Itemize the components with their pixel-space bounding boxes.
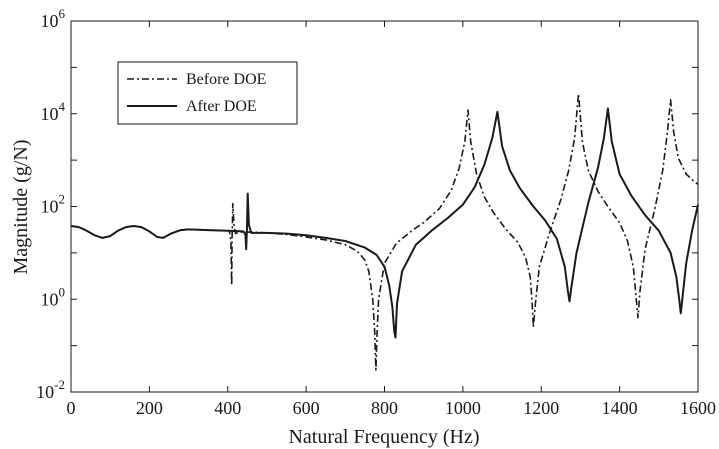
x-tick-label: 600	[293, 398, 320, 418]
y-tick-base: 10	[36, 382, 54, 402]
x-tick-labels: 0 200 400 600 800 1000 1200 1400 1600	[67, 398, 717, 418]
series-layer	[70, 92, 699, 371]
x-tick-label: 800	[371, 398, 398, 418]
y-tick-label: 102	[41, 192, 66, 217]
y-tick-base: 10	[41, 197, 59, 217]
x-tick-label: 1400	[602, 398, 638, 418]
legend: Before DOE After DOE	[117, 61, 298, 125]
x-axis-title: Natural Frequency (Hz)	[288, 426, 479, 448]
y-tick-label: 106	[41, 6, 66, 31]
y-tick-base: 10	[41, 104, 59, 124]
legend-box	[117, 61, 298, 125]
x-tick-label: 1600	[680, 398, 716, 418]
y-axis-title: Magnitude (g/N)	[10, 140, 32, 275]
axis-ticks	[70, 20, 699, 393]
y-tick-label: 10-2	[36, 377, 65, 402]
legend-label-after-doe: After DOE	[186, 98, 257, 115]
x-tick-label: 1000	[445, 398, 481, 418]
y-tick-exponent: 4	[59, 99, 66, 114]
x-tick-label: 400	[214, 398, 241, 418]
y-tick-label: 104	[41, 99, 66, 124]
x-tick-label: 0	[67, 398, 76, 418]
legend-label-before-doe: Before DOE	[186, 71, 266, 88]
x-tick-label: 200	[136, 398, 163, 418]
x-tick-label: 1200	[523, 398, 559, 418]
y-tick-label: 100	[41, 284, 66, 309]
y-tick-exponent: 2	[59, 192, 66, 207]
y-tick-base: 10	[41, 289, 59, 309]
y-tick-exponent: 6	[59, 6, 66, 21]
y-tick-exponent: -2	[54, 377, 65, 392]
y-tick-base: 10	[41, 11, 59, 31]
series-line-after-doe	[70, 107, 699, 339]
y-tick-exponent: 0	[59, 284, 66, 299]
